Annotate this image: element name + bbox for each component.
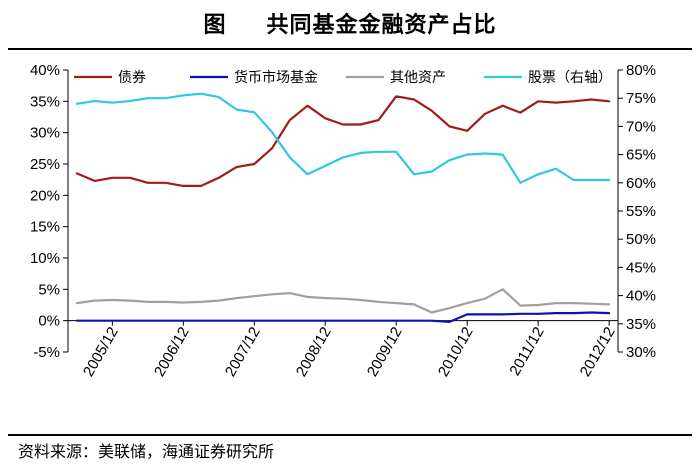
y-right-tick-label: 30% bbox=[626, 344, 656, 361]
y-left-tick-label: 15% bbox=[30, 219, 60, 236]
y-left-tick-label: 25% bbox=[30, 156, 60, 173]
chart-title-text: 共同基金金融资产占比 bbox=[266, 13, 497, 38]
y-left-tick-label: 30% bbox=[30, 125, 60, 142]
y-right-tick-label: 60% bbox=[626, 175, 656, 192]
y-right-tick-label: 65% bbox=[626, 147, 656, 164]
y-right-tick-label: 70% bbox=[626, 118, 656, 135]
x-tick-label: 2009/12 bbox=[364, 324, 406, 379]
y-right-tick-label: 80% bbox=[626, 62, 656, 79]
legend-label-1: 货币市场基金 bbox=[234, 69, 318, 86]
figure-label: 图 bbox=[203, 13, 227, 38]
y-left-tick-label: 40% bbox=[30, 62, 60, 79]
x-tick-label: 2005/12 bbox=[80, 324, 122, 379]
x-tick-label: 2007/12 bbox=[222, 324, 264, 379]
y-right-tick-label: 50% bbox=[626, 231, 656, 248]
series-line-3 bbox=[75, 92, 611, 184]
y-left-tick-label: 20% bbox=[30, 187, 60, 204]
x-tick-label: 2010/12 bbox=[435, 324, 477, 379]
y-left-tick-label: 10% bbox=[30, 250, 60, 267]
chart-title: 图 共同基金金融资产占比 bbox=[0, 6, 700, 46]
series-line-0 bbox=[75, 95, 611, 187]
series-line-2 bbox=[75, 288, 611, 314]
title-rule bbox=[8, 48, 692, 50]
y-left-tick-label: 5% bbox=[38, 281, 60, 298]
series-line-1 bbox=[75, 311, 611, 323]
y-right-tick-label: 55% bbox=[626, 203, 656, 220]
y-right-tick-label: 75% bbox=[626, 90, 656, 107]
plot-area: -5% 0% 5% 10% 15% 20% 25% 30% 35% 40% 30% 35% 40% 45%… bbox=[30, 62, 656, 380]
legend-label-0: 债券 bbox=[118, 70, 146, 86]
legend-label-3: 股票（右轴） bbox=[528, 70, 612, 86]
x-tick-label: 2011/12 bbox=[506, 324, 547, 378]
y-right-tick-label: 40% bbox=[626, 288, 656, 305]
legend: 债券 货币市场基金 其他资产 股票（右轴） bbox=[74, 69, 612, 86]
y-left-tick-label: 35% bbox=[30, 93, 60, 110]
y-right-tick-label: 45% bbox=[626, 259, 656, 276]
x-tick-label: 2008/12 bbox=[293, 324, 335, 379]
x-tick-label: 2006/12 bbox=[151, 324, 193, 379]
y-left-tick-label: 0% bbox=[38, 313, 60, 330]
source-rule bbox=[8, 434, 692, 436]
y-left-tick-label: -5% bbox=[33, 344, 60, 361]
x-tick-label: 2012/12 bbox=[577, 324, 619, 379]
y-right-tick-label: 35% bbox=[626, 316, 656, 333]
source-note: 资料来源：美联储，海通证券研究所 bbox=[18, 442, 275, 461]
legend-label-2: 其他资产 bbox=[390, 70, 446, 86]
